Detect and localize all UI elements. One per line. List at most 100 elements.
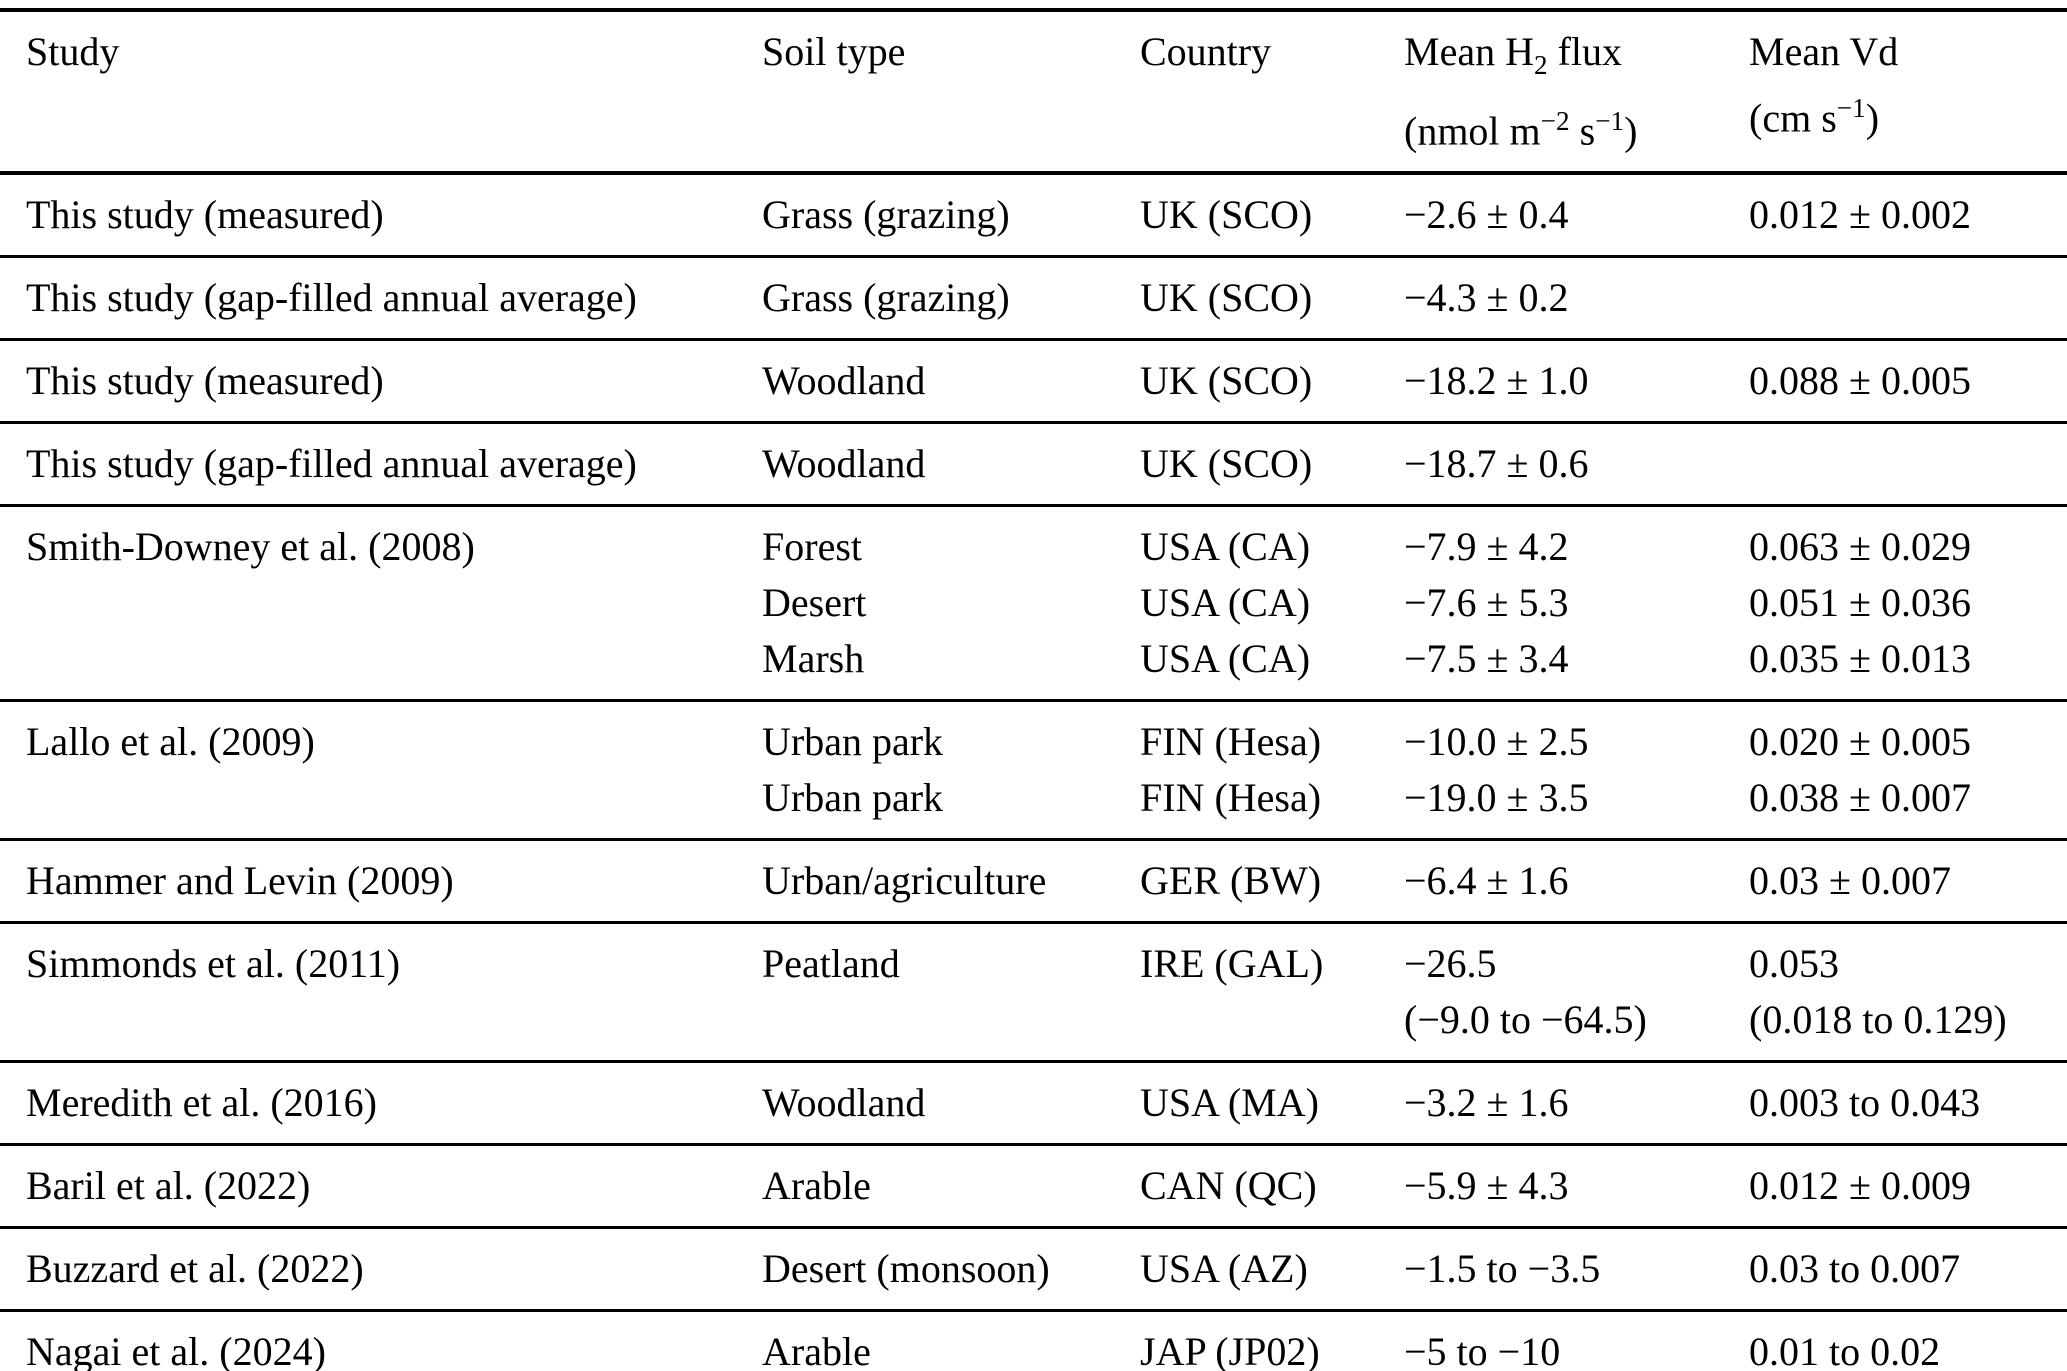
- study-cell: Buzzard et al. (2022): [0, 1228, 762, 1311]
- flux-cell-line: −5 to −10: [1404, 1329, 1561, 1371]
- country-cell-line: JAP (JP02): [1140, 1329, 1320, 1371]
- table-row: Buzzard et al. (2022) Desert (monsoon) USA…: [0, 1228, 2067, 1311]
- header-soil-type: Soil type: [762, 10, 1140, 173]
- study-cell: Lallo et al. (2009): [0, 701, 762, 840]
- study-cell-line: Hammer and Levin (2009): [26, 858, 454, 904]
- country-cell: GER (BW): [1140, 840, 1404, 923]
- flux-cell: −10.0 ± 2.5 −19.0 ± 3.5: [1404, 701, 1749, 840]
- country-cell: USA (CA) USA (CA) USA (CA): [1140, 506, 1404, 701]
- study-cell-line: Lallo et al. (2009): [26, 719, 315, 765]
- vd-cell: 0.020 ± 0.005 0.038 ± 0.007: [1749, 701, 2067, 840]
- header-flux-text-post: flux: [1547, 29, 1622, 74]
- study-cell-line: This study (gap-filled annual average): [26, 441, 637, 487]
- flux-cell: −26.5 (−9.0 to −64.5): [1404, 923, 1749, 1062]
- soil-type-cell-line: Grass (grazing): [762, 192, 1010, 238]
- vd-cell-line: 0.03 to 0.007: [1749, 1246, 1961, 1292]
- flux-cell-line: −5.9 ± 4.3: [1404, 1163, 1569, 1209]
- flux-cell-line: −2.6 ± 0.4: [1404, 192, 1569, 238]
- study-cell: Meredith et al. (2016): [0, 1062, 762, 1145]
- flux-cell-line: (−9.0 to −64.5): [1404, 997, 1647, 1043]
- study-cell: Nagai et al. (2024): [0, 1311, 762, 1371]
- soil-type-cell: Grass (grazing): [762, 173, 1140, 257]
- superscript-minus-2: −2: [1540, 106, 1570, 136]
- soil-type-cell: Urban/agriculture: [762, 840, 1140, 923]
- country-cell: UK (SCO): [1140, 173, 1404, 257]
- flux-cell: −7.9 ± 4.2 −7.6 ± 5.3 −7.5 ± 3.4: [1404, 506, 1749, 701]
- flux-cell-line: −3.2 ± 1.6: [1404, 1080, 1569, 1126]
- header-study-label: Study: [26, 24, 762, 80]
- country-cell: JAP (JP02): [1140, 1311, 1404, 1371]
- soil-type-cell-line: Urban park: [762, 775, 944, 821]
- flux-cell-line: −4.3 ± 0.2: [1404, 275, 1569, 321]
- table-row: Nagai et al. (2024) Arable JAP (JP02) −5 to…: [0, 1311, 2067, 1371]
- vd-cell-line: [1749, 270, 2067, 326]
- studies-table: Study Soil type Country Mean H2 flux: [0, 8, 2067, 1371]
- soil-type-cell: Grass (grazing): [762, 257, 1140, 340]
- table-row: Hammer and Levin (2009) Urban/agriculture…: [0, 840, 2067, 923]
- flux-cell-line: −7.5 ± 3.4: [1404, 636, 1569, 682]
- flux-cell-line: −26.5: [1404, 941, 1497, 987]
- country-cell: USA (MA): [1140, 1062, 1404, 1145]
- flux-cell: −18.2 ± 1.0: [1404, 340, 1749, 423]
- study-cell-line: Baril et al. (2022): [26, 1163, 311, 1209]
- soil-type-cell-line: Grass (grazing): [762, 275, 1010, 321]
- country-cell-line: FIN (Hesa): [1140, 775, 1322, 821]
- study-cell: Baril et al. (2022): [0, 1145, 762, 1228]
- soil-type-cell-line: Desert (monsoon): [762, 1246, 1050, 1292]
- soil-type-cell: Desert (monsoon): [762, 1228, 1140, 1311]
- soil-type-cell-line: Woodland: [762, 441, 926, 487]
- study-cell-line: This study (measured): [26, 192, 384, 238]
- header-flux-label: Mean H2 flux: [1404, 24, 1749, 93]
- vd-cell: 0.01 to 0.02: [1749, 1311, 2067, 1371]
- vd-cell-line: 0.012 ± 0.009: [1749, 1163, 1971, 1209]
- country-cell: UK (SCO): [1140, 340, 1404, 423]
- soil-type-cell: Woodland: [762, 423, 1140, 506]
- country-cell-line: FIN (Hesa): [1140, 719, 1322, 765]
- soil-type-cell-line: Arable: [762, 1329, 871, 1371]
- header-study-text: Study: [26, 29, 120, 74]
- header-country-text: Country: [1140, 29, 1272, 74]
- flux-unit-post: ): [1624, 108, 1638, 154]
- vd-cell: 0.03 ± 0.007: [1749, 840, 2067, 923]
- country-cell-line: GER (BW): [1140, 858, 1322, 904]
- table-row: Lallo et al. (2009) Urban park Urban park F…: [0, 701, 2067, 840]
- header-flux-unit: (nmol m−2 s−1): [1404, 93, 1749, 159]
- flux-cell: −4.3 ± 0.2: [1404, 257, 1749, 340]
- vd-cell-line: 0.020 ± 0.005: [1749, 719, 1971, 765]
- flux-cell-line: −7.6 ± 5.3: [1404, 580, 1569, 626]
- table-row: Simmonds et al. (2011) Peatland IRE (GAL) −…: [0, 923, 2067, 1062]
- header-soil-type-label: Soil type: [762, 24, 1140, 80]
- vd-unit-pre: (cm s: [1749, 95, 1837, 141]
- header-vd-unit: (cm s−1): [1749, 80, 2067, 146]
- country-cell-line: USA (MA): [1140, 1080, 1319, 1126]
- soil-type-cell-line: Woodland: [762, 1080, 926, 1126]
- country-cell-line: USA (AZ): [1140, 1246, 1308, 1292]
- header-vd-text: Mean Vd: [1749, 29, 1899, 74]
- header-vd-label: Mean Vd: [1749, 24, 2067, 80]
- vd-cell-line: (0.018 to 0.129): [1749, 997, 2007, 1043]
- soil-type-cell-line: Woodland: [762, 358, 926, 404]
- vd-unit-post: ): [1865, 95, 1880, 141]
- header-flux-text-pre: Mean H: [1404, 29, 1534, 74]
- vd-cell-line: 0.01 to 0.02: [1749, 1329, 1941, 1371]
- header-country: Country: [1140, 10, 1404, 173]
- flux-unit-pre: (nmol m: [1404, 108, 1541, 154]
- study-cell-line: Nagai et al. (2024): [26, 1329, 326, 1371]
- soil-type-cell-line: Peatland: [762, 941, 900, 987]
- flux-cell: −5 to −10: [1404, 1311, 1749, 1371]
- table-row: Baril et al. (2022) Arable CAN (QC) −5.9 ± …: [0, 1145, 2067, 1228]
- flux-cell-line: −6.4 ± 1.6: [1404, 858, 1569, 904]
- vd-cell: 0.003 to 0.043: [1749, 1062, 2067, 1145]
- country-cell-line: CAN (QC): [1140, 1163, 1317, 1209]
- study-cell: This study (gap-filled annual average): [0, 423, 762, 506]
- flux-unit-mid: s: [1569, 108, 1596, 154]
- vd-cell: 0.063 ± 0.029 0.051 ± 0.036 0.035 ± 0.013: [1749, 506, 2067, 701]
- vd-cell: [1749, 423, 2067, 506]
- vd-cell-line: 0.03 ± 0.007: [1749, 858, 1951, 904]
- flux-cell-line: −19.0 ± 3.5: [1404, 775, 1589, 821]
- flux-cell: −3.2 ± 1.6: [1404, 1062, 1749, 1145]
- vd-cell-line: 0.038 ± 0.007: [1749, 775, 1971, 821]
- country-cell: UK (SCO): [1140, 423, 1404, 506]
- table-row: This study (gap-filled annual average) Gr…: [0, 257, 2067, 340]
